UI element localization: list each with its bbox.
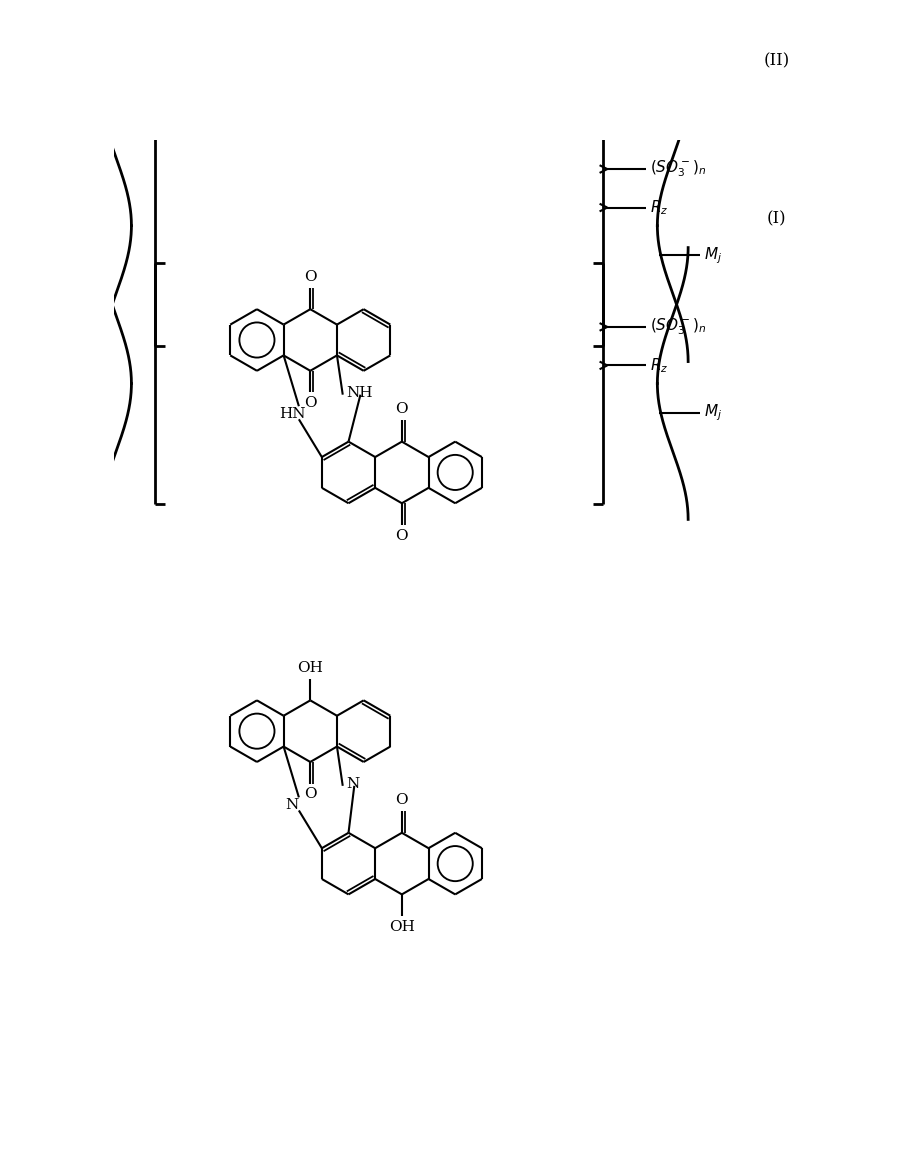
Text: (I): (I) xyxy=(767,211,787,227)
Text: $R_z$: $R_z$ xyxy=(650,198,669,217)
Text: $R_z$: $R_z$ xyxy=(650,356,669,375)
Text: O: O xyxy=(395,793,409,807)
Text: NH: NH xyxy=(347,386,373,400)
Text: O: O xyxy=(304,270,317,284)
Text: N: N xyxy=(347,777,360,791)
Text: HN: HN xyxy=(279,407,305,421)
Text: OH: OH xyxy=(389,920,415,934)
Text: $(SO_3^-)_n$: $(SO_3^-)_n$ xyxy=(650,317,707,337)
Text: O: O xyxy=(395,529,409,543)
Text: OH: OH xyxy=(297,661,323,675)
Text: O: O xyxy=(304,396,317,410)
Text: O: O xyxy=(304,788,317,802)
Text: $(SO_3^-)_n$: $(SO_3^-)_n$ xyxy=(650,158,707,179)
Text: O: O xyxy=(395,402,409,416)
Text: $M_j$: $M_j$ xyxy=(704,403,722,423)
Text: (II): (II) xyxy=(763,52,790,70)
Text: $M_j$: $M_j$ xyxy=(704,245,722,266)
Text: N: N xyxy=(285,798,298,812)
